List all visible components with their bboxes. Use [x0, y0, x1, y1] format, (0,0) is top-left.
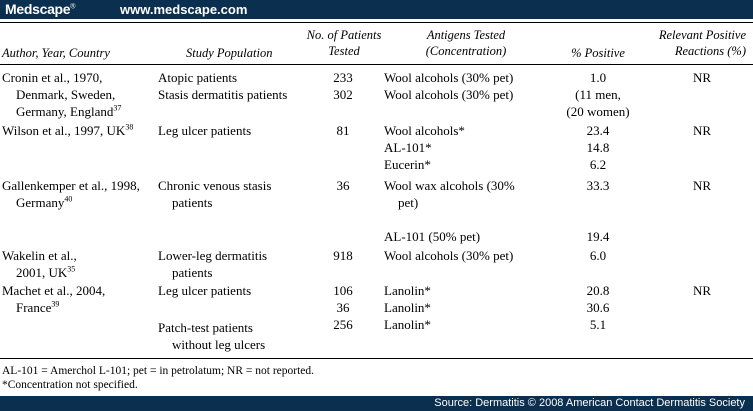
- table-row-gallenkemper-author: Gallenkemper et al., 1998, Germany40: [2, 178, 140, 210]
- table-row-machet-population-2: Patch-test patients without leg ulcers: [158, 320, 266, 352]
- table-top-rule: [0, 22, 753, 23]
- table-row-wilson-positive: 23.4 14.8 6.2: [586, 123, 610, 172]
- table-row-cronin-positive: 1.0 (11 men, (20 women): [566, 70, 630, 119]
- table-row-machet-patients: 106 36 256: [333, 283, 353, 332]
- table-row-wilson-population: Leg ulcer patients: [158, 123, 252, 138]
- table-row-gallenkemper-antigens: Wool wax alcohols (30% pet): [384, 178, 515, 210]
- table-row-gallenkemper-relevant: NR: [692, 178, 712, 193]
- col-header-antigens: Antigens Tested (Concentration): [425, 28, 507, 58]
- table-row-machet-antigens: Lanolin* Lanolin* Lanolin*: [384, 283, 431, 332]
- footnote-concentration: *Concentration not specified.: [2, 379, 138, 391]
- table-row-gallenkemper-patients: 36: [336, 178, 350, 193]
- medscape-banner: Medscape® www.medscape.com: [0, 0, 753, 19]
- table-row-gallenkemper-antigens-2: AL-101 (50% pet): [384, 229, 481, 244]
- table-row-cronin-author: Cronin et al., 1970, Denmark, Sweden, Ge…: [2, 70, 122, 119]
- table-row-gallenkemper-positive-2: 19.4: [586, 229, 610, 244]
- col-header-patients: No. of Patients Tested: [306, 28, 382, 58]
- table-row-cronin-antigens: Wool alcohols (30% pet) Wool alcohols (3…: [384, 70, 514, 102]
- table-bottom-rule: [0, 358, 753, 359]
- table-row-wakelin-antigens: Wool alcohols (30% pet): [384, 248, 514, 263]
- footnote-abbreviations: AL-101 = Amerchol L-101; pet = in petrol…: [2, 365, 315, 377]
- col-header-author: Author, Year, Country: [2, 46, 110, 60]
- table-row-wilson-antigens: Wool alcohols* AL-101* Eucerin*: [384, 123, 465, 172]
- medscape-logo[interactable]: Medscape®: [5, 1, 76, 17]
- table-row-machet-relevant: NR: [692, 283, 712, 298]
- col-header-population: Study Population: [186, 46, 273, 60]
- source-bar: Source: Dermatitis © 2008 American Conta…: [0, 396, 753, 411]
- col-header-relevant: Relevant Positive Reactions (%): [658, 28, 746, 58]
- header-bottom-rule: [0, 64, 753, 65]
- table-row-cronin-patients: 233 302: [333, 70, 353, 102]
- source-citation: Source: Dermatitis © 2008 American Conta…: [434, 397, 745, 409]
- table-row-gallenkemper-population: Chronic venous stasis patients: [158, 178, 272, 210]
- site-url-link[interactable]: www.medscape.com: [120, 2, 248, 17]
- table-row-cronin-population: Atopic patients Stasis dermatitis patien…: [158, 70, 288, 102]
- table-row-gallenkemper-positive: 33.3: [586, 178, 610, 193]
- table-row-wakelin-author: Wakelin et al., 2001, UK35: [2, 248, 77, 280]
- table-row-wilson-patients: 81: [336, 123, 350, 138]
- table-row-cronin-relevant: NR: [692, 70, 712, 85]
- table-row-machet-author: Machet et al., 2004, France39: [2, 283, 106, 315]
- table-row-machet-population-1: Leg ulcer patients: [158, 283, 252, 298]
- table-row-wakelin-patients: 918: [333, 248, 353, 263]
- table-row-wakelin-population: Lower-leg dermatitis patients: [158, 248, 268, 280]
- table-row-wakelin-positive: 6.0: [589, 248, 607, 263]
- col-header-positive: % Positive: [571, 46, 625, 60]
- table-row-machet-positive: 20.8 30.6 5.1: [586, 283, 610, 332]
- table-row-wilson-author: Wilson et al., 1997, UK38: [2, 122, 134, 138]
- table-row-wilson-relevant: NR: [692, 123, 712, 138]
